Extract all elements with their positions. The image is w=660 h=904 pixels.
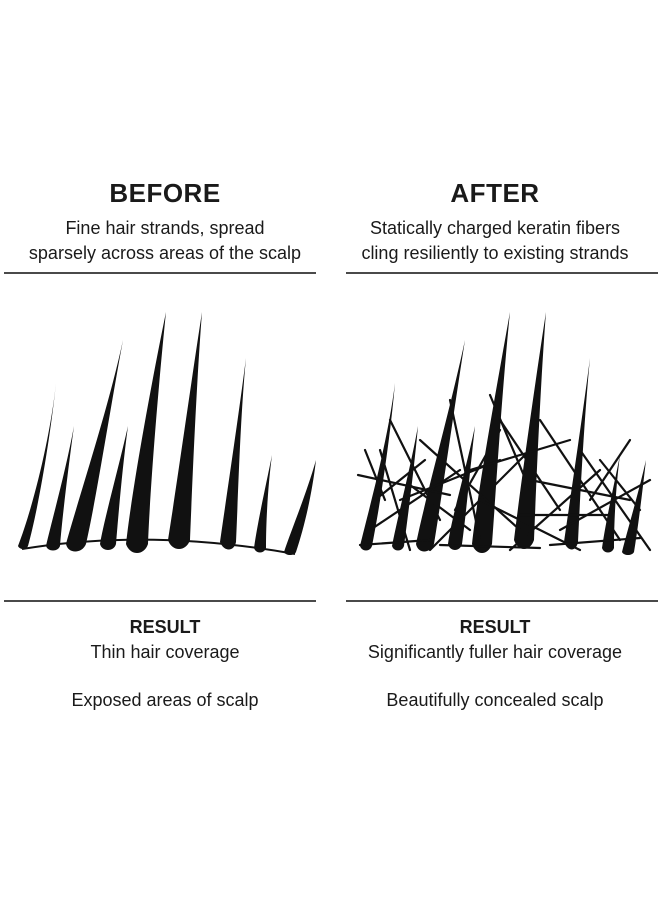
after-heading: AFTER [450, 178, 540, 208]
scalp-line [21, 538, 296, 555]
keratin-fiber [468, 438, 572, 472]
hair-strands [360, 312, 646, 555]
hair-strand [220, 358, 246, 550]
before-result-line2: Exposed areas of scalp [71, 690, 259, 710]
hair-strand [66, 340, 123, 552]
after-description-line1: Statically charged keratin fibers [369, 218, 621, 238]
keratin-fiber [588, 438, 632, 502]
hair-strand [126, 312, 166, 553]
before-top-divider [4, 272, 316, 274]
before-description-line2: sparsely across areas of the scalp [28, 243, 302, 263]
hair-strand [254, 455, 272, 553]
keratin-fiber [478, 498, 582, 552]
after-description-line2: cling resiliently to existing strands [361, 243, 629, 263]
hair-strand [168, 312, 202, 549]
before-hair-illustration [18, 312, 316, 555]
keratin-fiber [538, 418, 622, 542]
keratin-fiber [448, 398, 482, 542]
after-result-line2: Beautifully concealed scalp [386, 690, 604, 710]
keratin-fiber [598, 458, 642, 512]
hair-strand [472, 312, 510, 553]
hair-strand [284, 460, 316, 555]
after-panel: AFTER Statically charged keratin fibers … [330, 0, 660, 904]
hair-strand [514, 312, 546, 549]
before-result-line1: Thin hair coverage [90, 642, 240, 662]
keratin-fiber [356, 473, 452, 497]
hair-strand [100, 426, 128, 550]
keratin-fiber [378, 448, 412, 552]
keratin-fiber [508, 468, 602, 552]
before-panel: BEFORE Fine hair strands, spread sparsel… [4, 178, 316, 710]
hair-strand [18, 383, 56, 549]
keratin-fiber [488, 393, 532, 492]
keratin-fiber [558, 478, 652, 532]
hair-strand [448, 426, 475, 550]
keratin-fiber [363, 448, 387, 502]
hair-strand [46, 426, 74, 551]
keratin-fiber [498, 418, 562, 512]
keratin-fiber [358, 538, 432, 547]
hair-strand [564, 358, 590, 550]
keratin-fiber [453, 428, 502, 512]
before-bottom-divider [4, 600, 316, 602]
before-result-label: RESULT [129, 617, 201, 637]
after-bottom-divider [346, 600, 658, 602]
keratin-fiber [578, 448, 652, 552]
hair-strand [622, 460, 646, 555]
after-result-line1: Significantly fuller hair coverage [367, 642, 623, 662]
keratin-fiber [368, 468, 462, 532]
keratin-fiber [548, 536, 642, 547]
keratin-fibers [356, 393, 652, 552]
after-hair-illustration [356, 312, 652, 555]
after-top-divider [346, 272, 658, 274]
before-heading: BEFORE [109, 178, 221, 208]
keratin-fiber [438, 543, 542, 550]
hair-strand [360, 383, 395, 551]
keratin-fiber [388, 418, 442, 522]
hair-strand [392, 426, 418, 551]
after-result-label: RESULT [459, 617, 531, 637]
before-description-line1: Fine hair strands, spread [65, 218, 265, 238]
keratin-fiber [408, 483, 472, 532]
hair-strands [18, 312, 316, 555]
